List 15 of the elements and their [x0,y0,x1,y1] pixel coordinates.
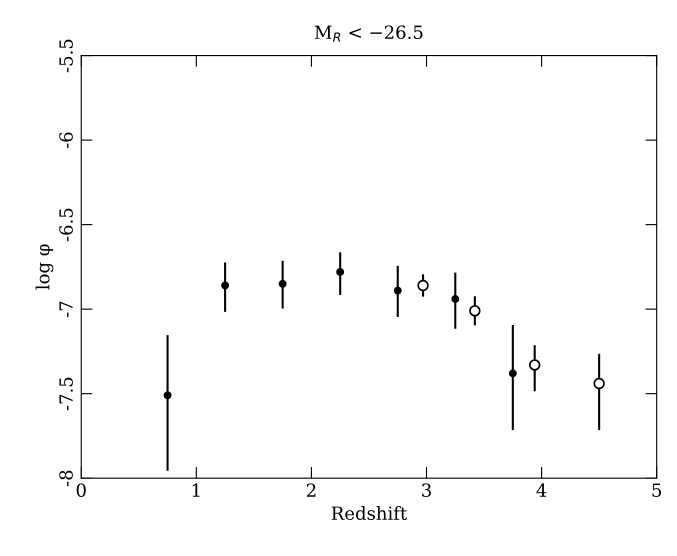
x-tick-label: 2 [306,483,316,497]
y-tick-label: -7 [59,302,73,318]
y-tick-label: -7.5 [59,378,73,410]
x-tick-label: 3 [422,483,431,497]
chart-title: M$_{R}$ < −26.5 [314,25,422,42]
x-axis-title: Redshift [332,506,408,520]
x-tick-label: 4 [536,483,546,497]
x-tick-label: 5 [652,484,662,497]
x-tick-label: 0 [76,483,86,497]
y-axis-title: log φ [36,244,54,290]
y-tick-label: -8 [59,470,73,486]
y-tick-label: -6.5 [59,208,73,242]
y-tick-label: -5.5 [59,40,73,72]
y-tick-label: -6 [59,132,73,148]
x-tick-label: 1 [192,483,200,497]
